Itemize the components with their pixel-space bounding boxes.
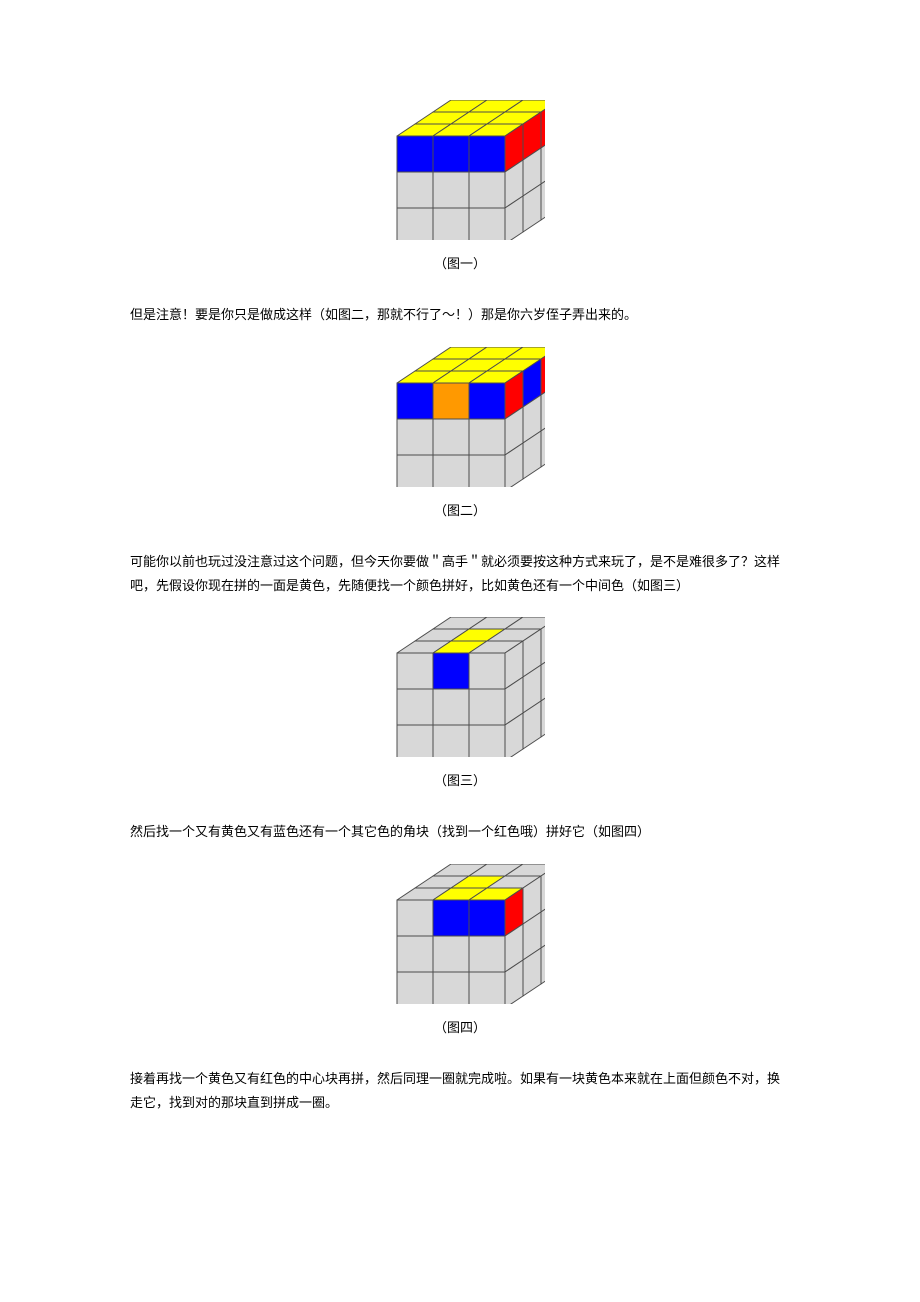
figure-1-caption: （图一） [130, 252, 790, 275]
figure-3-cube [130, 617, 790, 757]
cube-svg [375, 347, 545, 487]
paragraph-4: 接着再找一个黄色又有红色的中心块再拼，然后同理一圈就完成啦。如果有一块黄色本来就… [130, 1067, 790, 1114]
figure-1-cube [130, 100, 790, 240]
figure-4-caption: （图四） [130, 1016, 790, 1039]
page: （图一） 但是注意！要是你只是做成这样（如图二，那就不行了～！）那是你六岁侄子弄… [0, 0, 920, 1198]
figure-2-caption: （图二） [130, 499, 790, 522]
figure-4-cube [130, 864, 790, 1004]
figure-2-cube [130, 347, 790, 487]
figure-3-caption: （图三） [130, 769, 790, 792]
cube-svg [375, 864, 545, 1004]
cube-svg [375, 100, 545, 240]
paragraph-2: 可能你以前也玩过没注意过这个问题，但今天你要做＂高手＂就必须要按这种方式来玩了，… [130, 550, 790, 597]
cube-svg [375, 617, 545, 757]
paragraph-3: 然后找一个又有黄色又有蓝色还有一个其它色的角块（找到一个红色哦）拼好它（如图四） [130, 820, 790, 843]
paragraph-1: 但是注意！要是你只是做成这样（如图二，那就不行了～！）那是你六岁侄子弄出来的。 [130, 303, 790, 326]
